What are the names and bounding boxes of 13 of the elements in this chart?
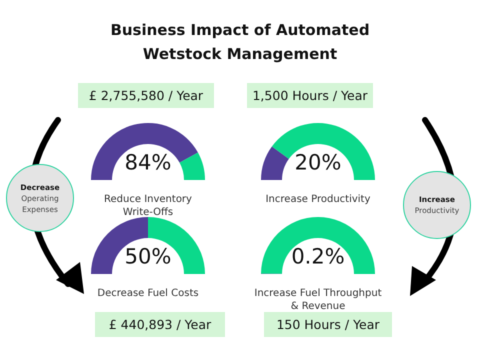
text: £ 2,755,580 / Year <box>78 83 214 108</box>
text: 50% <box>124 244 172 268</box>
text: 0.2% <box>291 244 345 268</box>
text: Increase Fuel Throughput & Revenue <box>254 288 382 312</box>
text: 1,500 Hours / Year <box>247 83 373 108</box>
text: Decrease Fuel Costs <box>97 288 199 299</box>
text: 84% <box>124 150 172 174</box>
text: 20% <box>294 150 342 174</box>
text: Increase Productivity <box>266 194 370 205</box>
text: Reduce Inventory Write-Offs <box>104 194 192 218</box>
text: Business Impact of Automated Wetstock Management <box>109 20 371 65</box>
text: 150 Hours / Year <box>264 312 392 337</box>
text: £ 440,893 / Year <box>95 312 225 337</box>
